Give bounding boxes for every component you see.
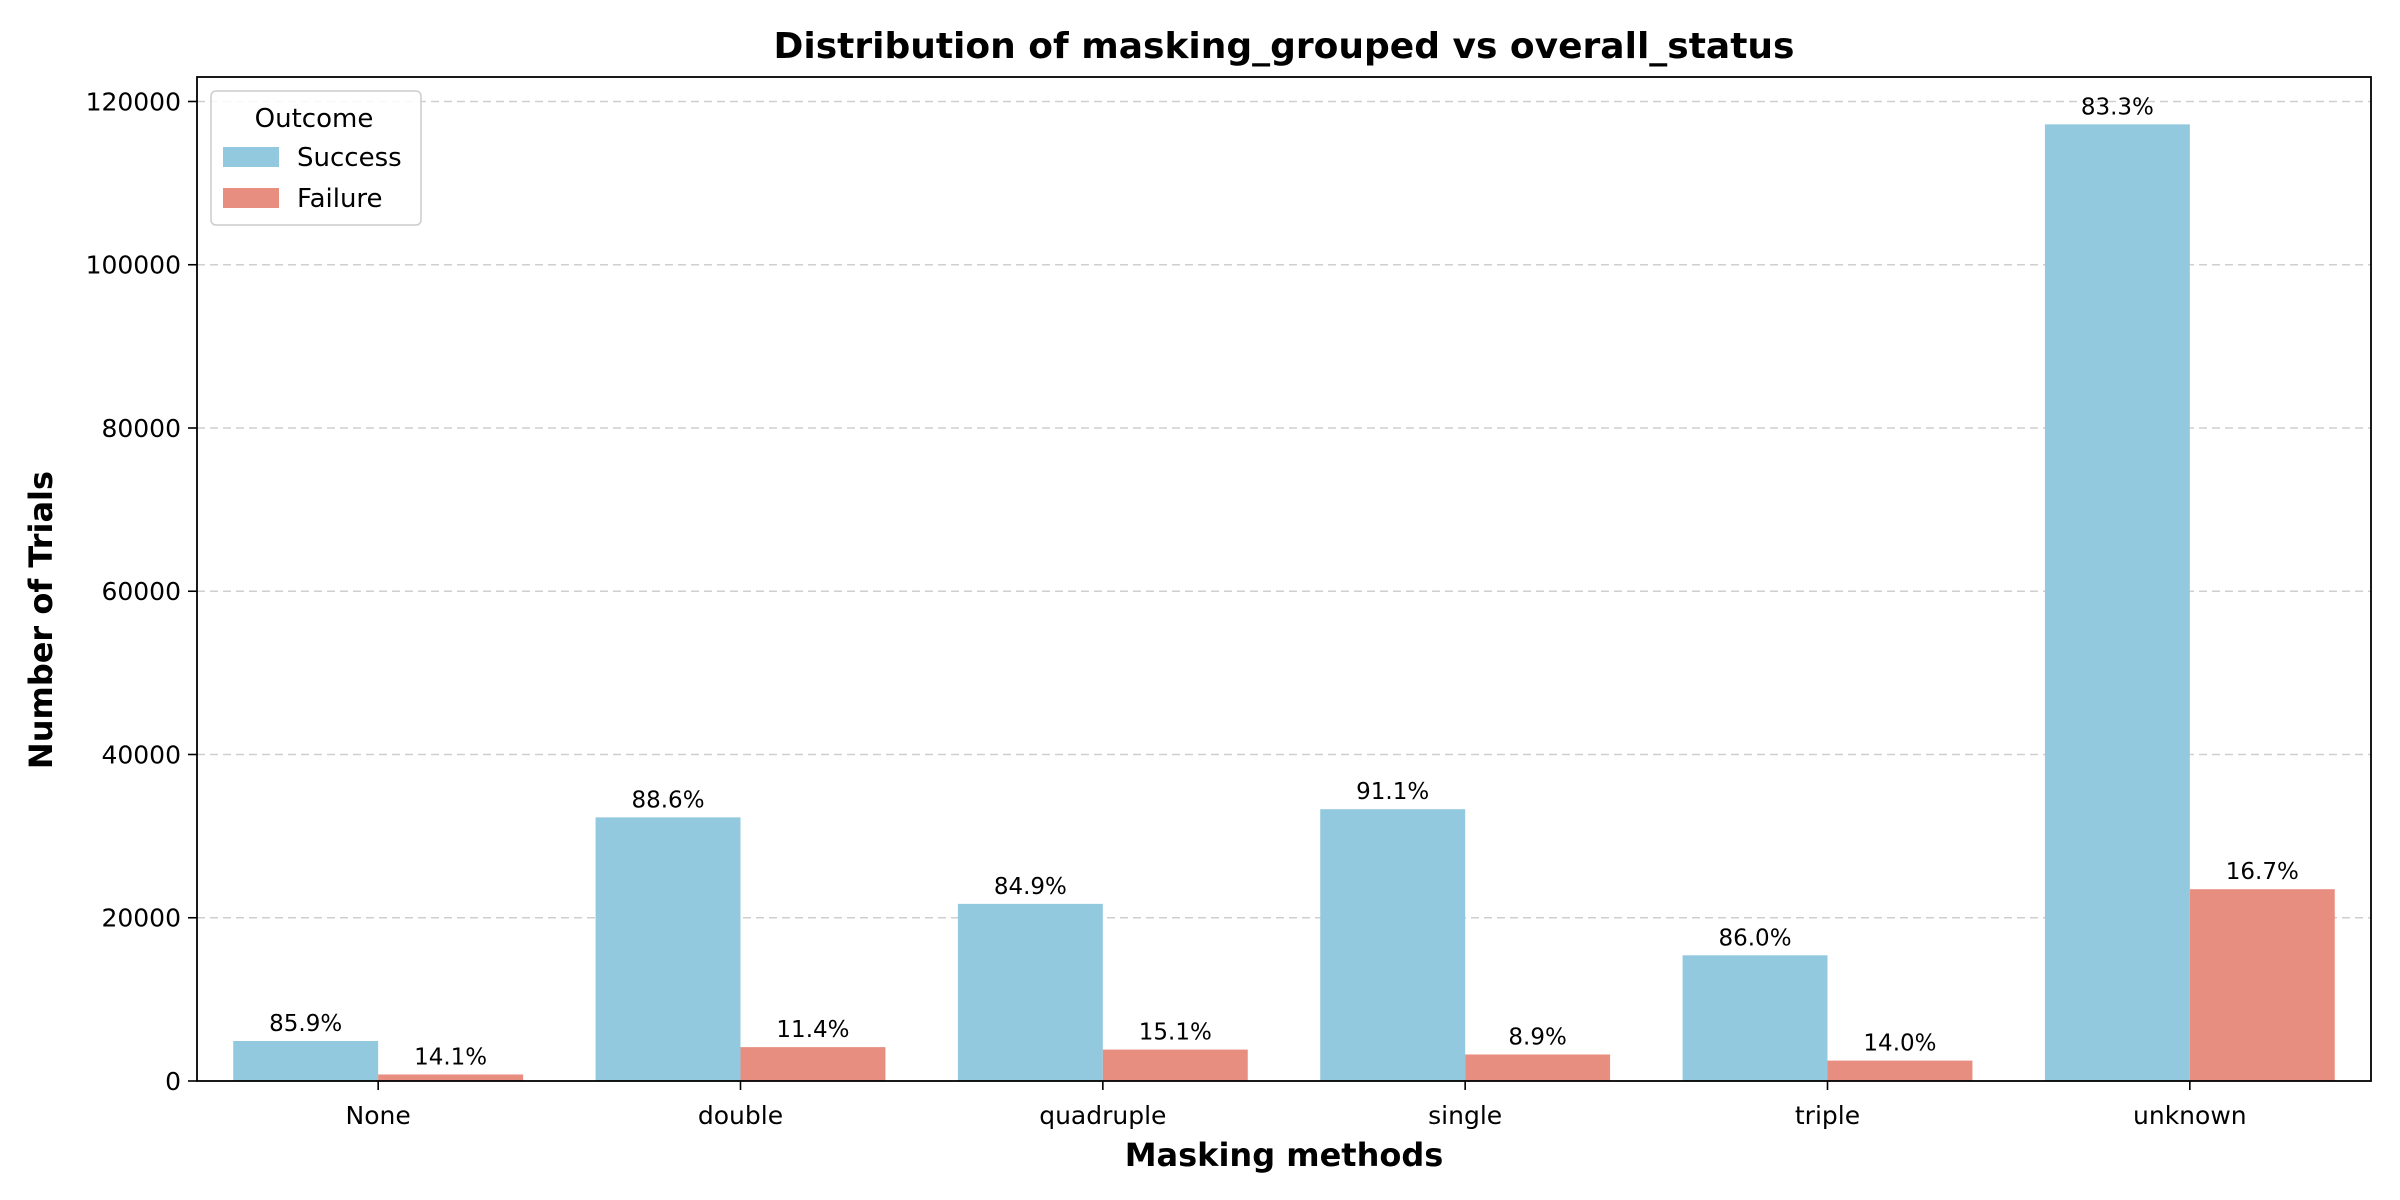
data-label: 85.9% xyxy=(269,1011,342,1037)
x-tick-label: triple xyxy=(1795,1101,1860,1130)
data-label: 14.0% xyxy=(1863,1031,1936,1057)
bar-failure xyxy=(740,1047,886,1081)
legend-entry-failure: Failure xyxy=(297,184,383,214)
y-tick-label: 40000 xyxy=(101,740,181,769)
bar-failure xyxy=(1827,1060,1973,1081)
bar-failure xyxy=(1465,1054,1611,1081)
legend: Outcome Success Failure xyxy=(210,90,422,226)
y-tick-label: 20000 xyxy=(101,904,181,933)
data-label: 15.1% xyxy=(1139,1020,1212,1046)
x-tick-label: double xyxy=(698,1101,783,1130)
bar-success xyxy=(1320,809,1466,1081)
data-label: 14.1% xyxy=(414,1044,487,1070)
legend-swatch-success xyxy=(223,147,279,167)
legend-entry-success: Success xyxy=(297,143,402,173)
x-tick-label: quadruple xyxy=(1039,1101,1166,1130)
bar-labels: 85.9% 14.1% 88.6% 11.4% 84.9% 15.1% 91.1% 8.9% 8… xyxy=(269,94,2299,1070)
axes: 0 20000 40000 60000 80000 100000 120000 None dou… xyxy=(86,76,2372,1130)
data-label: 84.9% xyxy=(994,874,1067,900)
bar-success xyxy=(233,1041,379,1081)
x-tick-label: single xyxy=(1428,1101,1502,1130)
x-tick-label: None xyxy=(346,1101,411,1130)
bar-success xyxy=(1682,955,1828,1081)
bar-failure xyxy=(378,1074,524,1081)
data-label: 91.1% xyxy=(1356,779,1429,805)
y-tick-label: 60000 xyxy=(101,577,181,606)
x-tick-label: unknown xyxy=(2133,1101,2247,1130)
y-tick-label: 100000 xyxy=(86,251,181,280)
x-axis-title: Masking methods xyxy=(1125,1136,1444,1174)
data-label: 88.6% xyxy=(631,787,704,813)
gridlines xyxy=(197,100,2371,919)
data-label: 11.4% xyxy=(776,1017,849,1043)
data-label: 16.7% xyxy=(2226,859,2299,885)
bar-failure xyxy=(2189,889,2335,1081)
plot-frame xyxy=(196,76,2372,1082)
data-label: 83.3% xyxy=(2081,94,2154,120)
chart-title: Distribution of masking_grouped vs overa… xyxy=(774,26,1795,67)
legend-title: Outcome xyxy=(255,104,374,134)
y-tick-label: 80000 xyxy=(101,414,181,443)
bar-success xyxy=(957,903,1103,1081)
legend-swatch-failure xyxy=(223,188,279,208)
bars xyxy=(233,124,2335,1082)
y-tick-label: 0 xyxy=(165,1067,181,1096)
data-label: 86.0% xyxy=(1718,925,1791,951)
data-label: 8.9% xyxy=(1508,1024,1566,1050)
y-axis-title: Number of Trials xyxy=(22,471,60,769)
bar-failure xyxy=(1102,1049,1248,1081)
y-tick-label: 120000 xyxy=(86,87,181,116)
bar-success xyxy=(595,817,741,1081)
bar-success xyxy=(2044,124,2190,1082)
